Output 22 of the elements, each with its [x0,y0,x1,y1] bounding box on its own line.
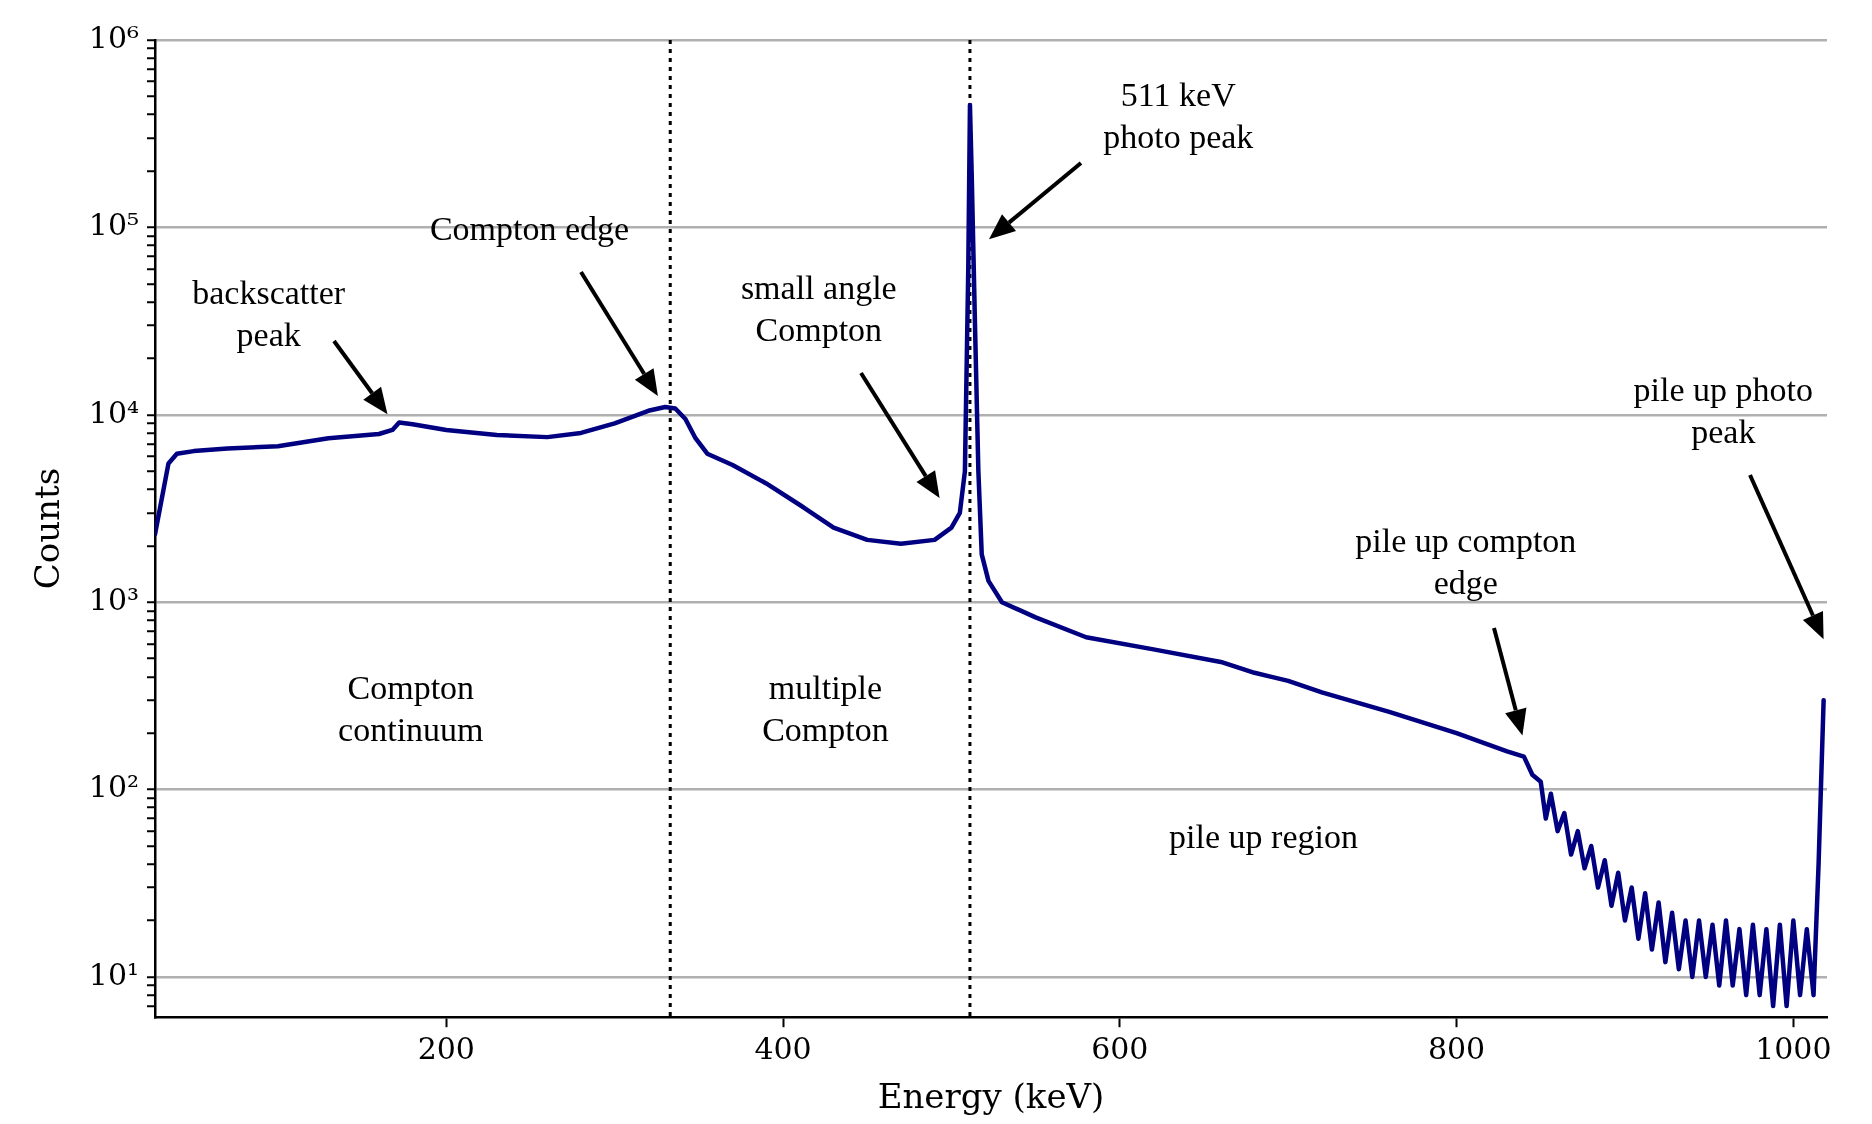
annotation: pile up compton edge [1355,521,1577,601]
y-tick-label: 10³ [88,581,139,617]
annotation: Compton continuum [338,669,484,749]
annotation: Compton edge [429,210,630,248]
x-tick-label: 1000 [1755,1031,1832,1066]
x-tick-label: 800 [1427,1031,1486,1066]
y-tick-label: 10¹ [88,956,139,992]
x-tick-label: 600 [1091,1031,1149,1066]
y-tick-label: 10⁶ [88,19,139,55]
y-axis-title: Counts [27,467,68,590]
x-tick-label: 400 [754,1031,812,1066]
x-axis-title: Energy (keV) [877,1076,1105,1117]
annotation: backscatter peak [192,274,346,354]
annotation: multiple Compton [762,669,889,749]
y-tick-label: 10⁵ [88,207,139,243]
annotation: pile up photo peak [1633,371,1814,451]
annotation: 511 keV photo peak [1103,76,1254,156]
annotation: pile up region [1169,818,1358,856]
x-tick-label: 200 [417,1031,475,1066]
annotation: small angle Compton [740,268,897,348]
y-tick-label: 10⁴ [88,394,139,430]
y-tick-label: 10² [88,769,139,805]
